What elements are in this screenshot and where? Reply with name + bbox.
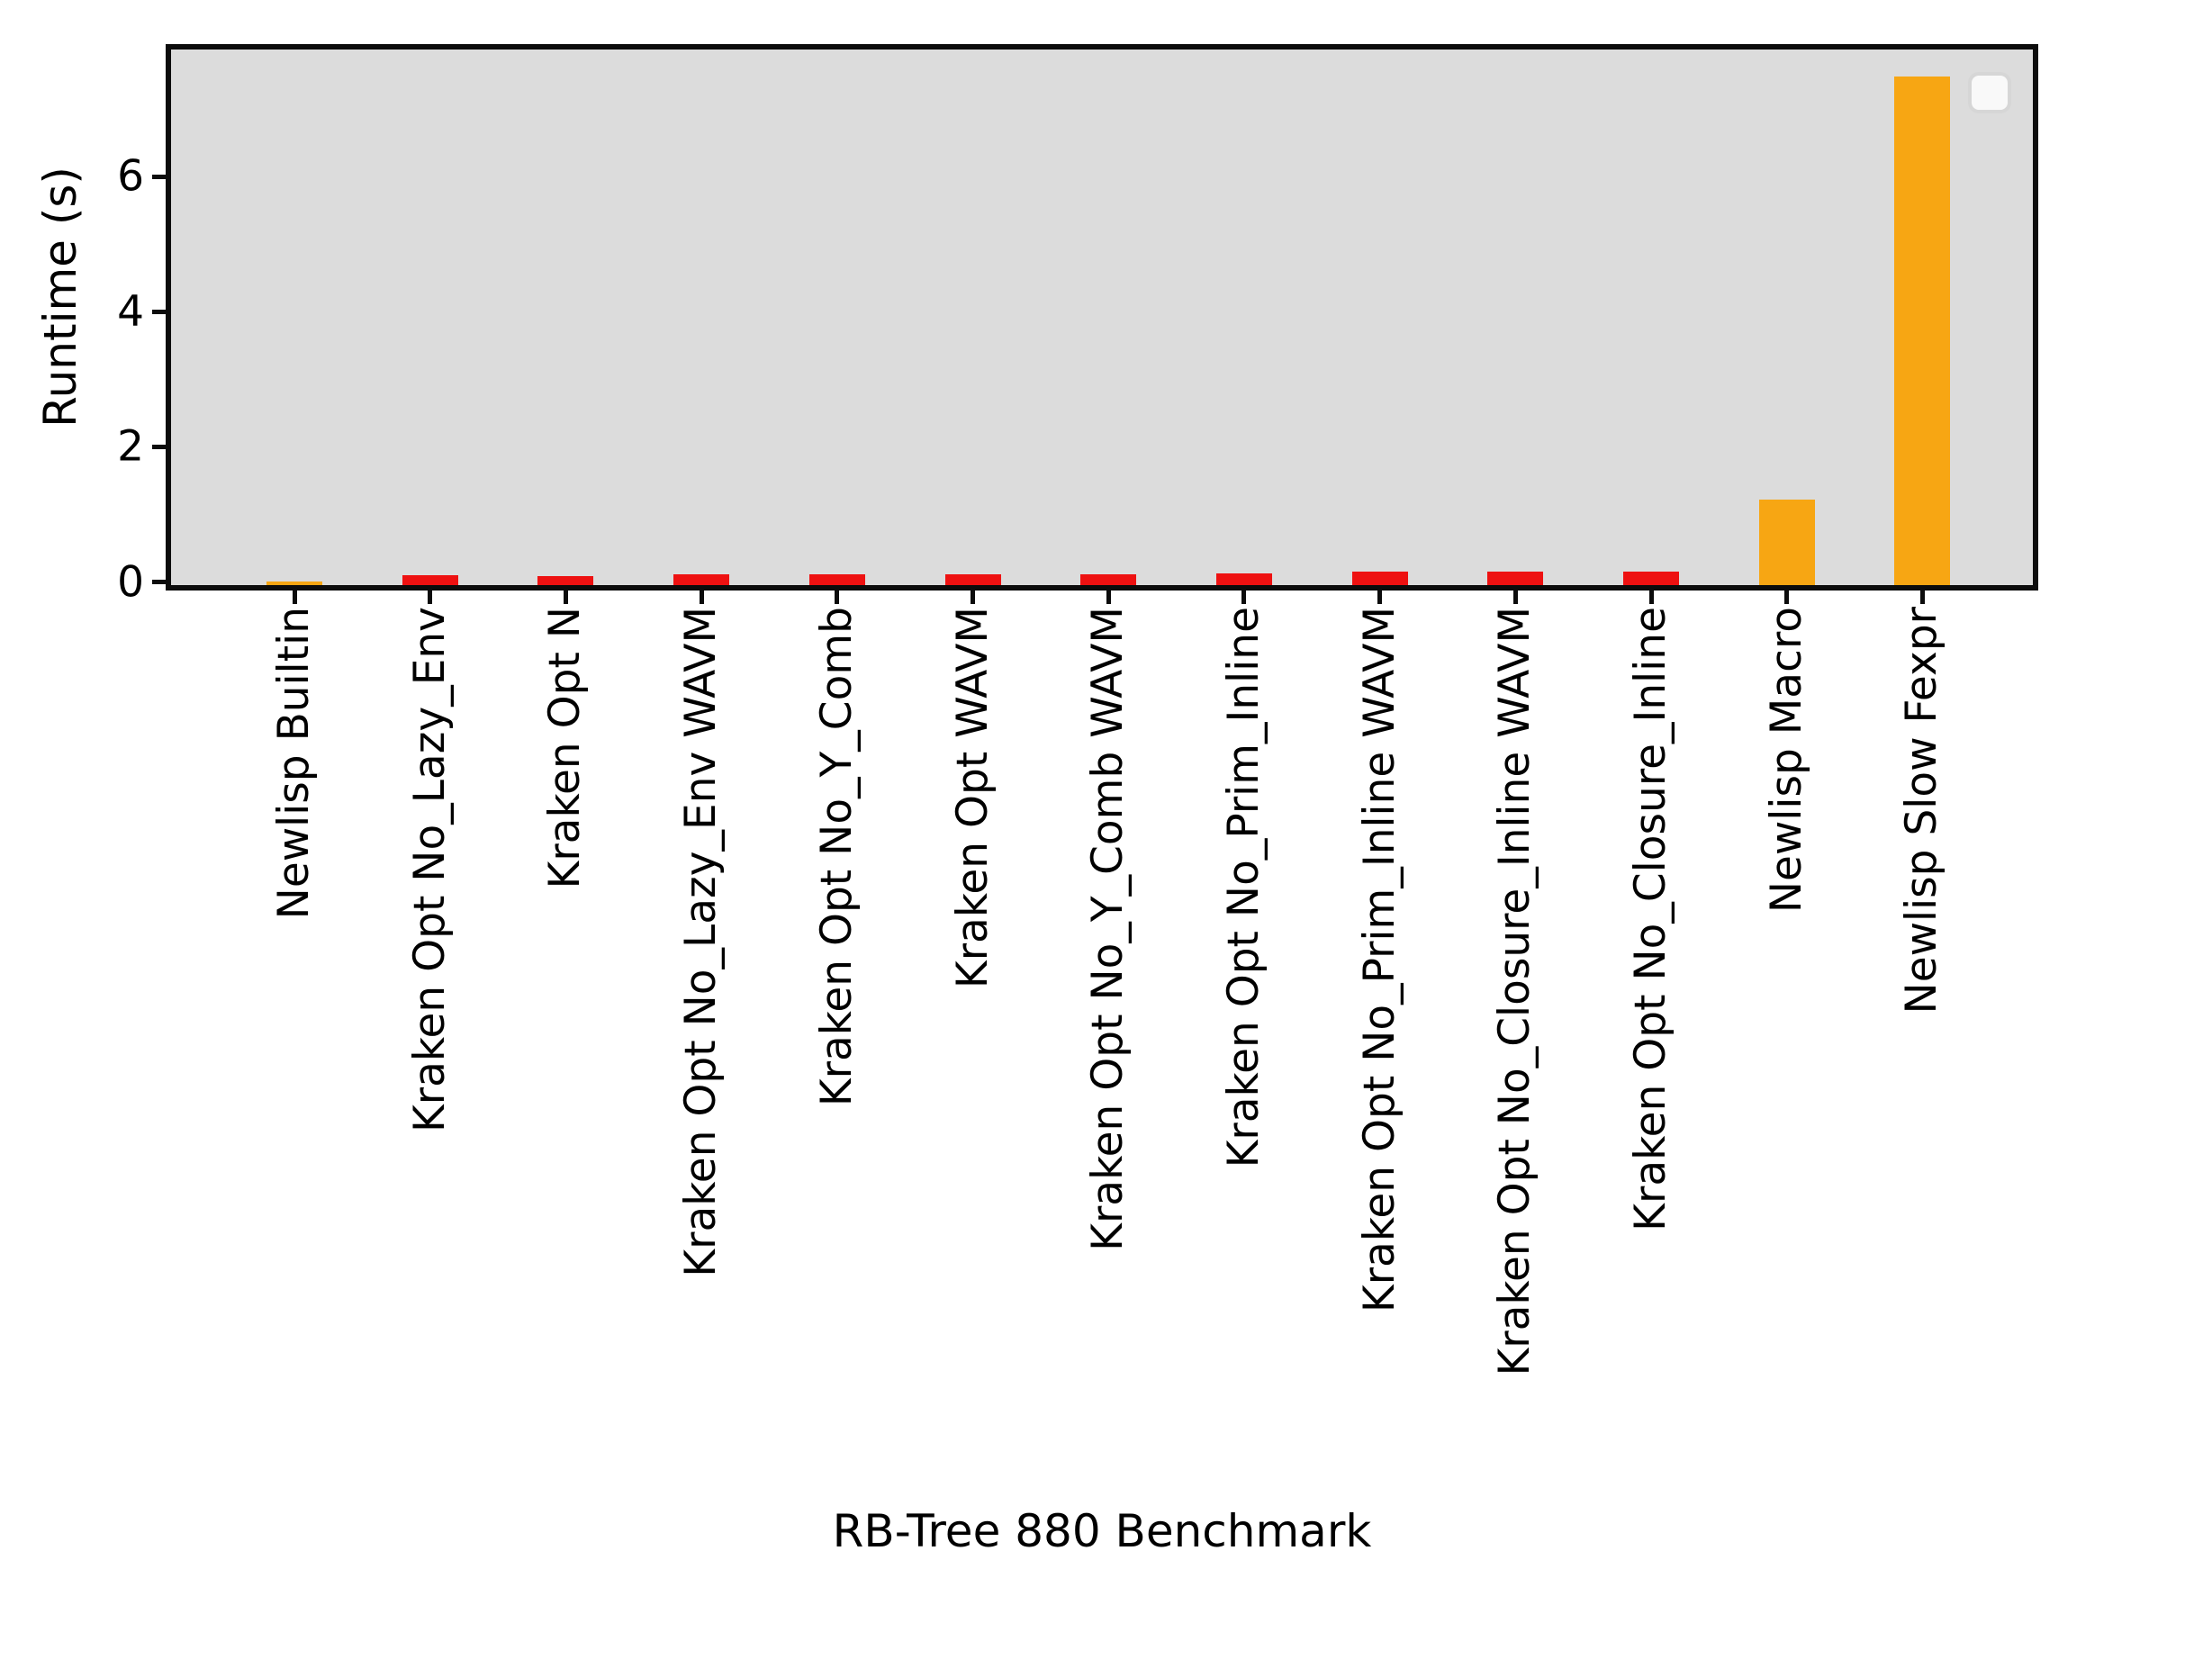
plot-area [171,50,2033,585]
x-tick-label: Kraken Opt No_Lazy_Env [404,607,455,1133]
y-tick-label: 0 [117,557,144,607]
x-tick [835,585,840,604]
x-tick-label: Kraken Opt No_Lazy_Env WAVM [676,607,727,1277]
x-tick [699,585,704,604]
x-tick-label: Kraken Opt No_Closure_Inline WAVM [1490,607,1540,1376]
axes-frame [166,44,2038,591]
x-tick [1512,585,1518,604]
bar-kraken-opt-no-lazy-env-wavm [673,574,730,585]
x-tick-label: Kraken Opt No_Y_Comb WAVM [1083,607,1133,1251]
y-tick-label: 2 [117,421,144,472]
x-tick [1241,585,1247,604]
x-tick-label: Newlisp Slow Fexpr [1897,607,1947,1014]
x-tick [971,585,975,604]
x-tick-label: Kraken Opt N [540,607,591,889]
y-axis-label: Runtime (s) [34,167,86,428]
x-tick [428,585,433,604]
x-tick [292,585,297,604]
bar-kraken-opt-no-lazy-env [402,574,458,585]
y-tick-label: 4 [117,286,144,337]
x-tick-label: Kraken Opt No_Y_Comb [811,607,862,1107]
bar-kraken-opt-no-prim-inline-wavm [1351,572,1408,585]
bar-kraken-opt-no-closure-inline [1623,572,1679,585]
y-tick [152,580,171,584]
bar-kraken-opt-no-y-comb-wavm [1080,574,1137,585]
bar-kraken-opt-no-closure-inline-wavm [1487,572,1544,585]
bar-newlisp-slow-fexpr [1894,76,1951,585]
x-tick [1377,585,1383,604]
x-axis-label: RB-Tree 880 Benchmark [832,1505,1372,1557]
x-tick-label: Newlisp Builtin [269,607,319,920]
bar-kraken-opt-wavm [944,574,1001,585]
y-tick-label: 6 [117,151,144,202]
x-tick [1648,585,1654,604]
x-tick [1919,585,1925,604]
y-tick [152,174,171,179]
bar-kraken-opt-n [537,575,594,585]
bar-kraken-opt-no-prim-inline [1215,573,1272,585]
y-tick [152,444,171,449]
bar-newlisp-builtin [266,582,322,585]
x-tick-label: Kraken Opt No_Prim_Inline [1218,607,1269,1168]
x-tick [1784,585,1790,604]
y-tick [152,309,171,314]
x-tick-label: Kraken Opt No_Prim_Inline WAVM [1354,607,1404,1313]
x-tick-label: Kraken Opt No_Closure_Inline [1626,607,1675,1231]
x-tick-label: Newlisp Macro [1761,607,1811,914]
legend-box [1968,72,2011,113]
x-tick [563,585,568,604]
x-tick [1106,585,1111,604]
bar-kraken-opt-no-y-comb [808,574,865,585]
bar-newlisp-macro [1758,499,1815,585]
x-tick-label: Kraken Opt WAVM [947,607,998,989]
